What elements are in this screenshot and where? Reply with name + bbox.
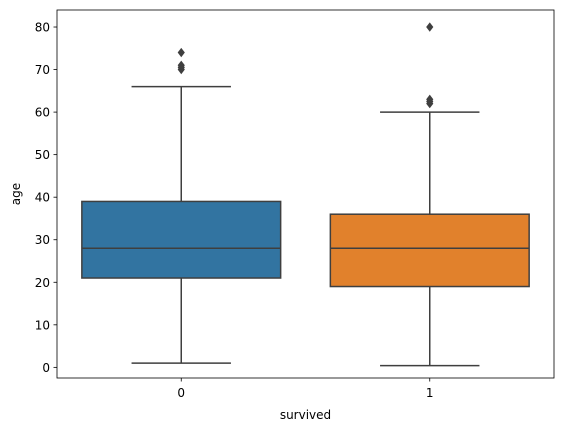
y-tick-label: 80 [35,21,50,35]
outlier-point [426,94,434,105]
outlier-point [426,22,434,32]
x-tick-label: 1 [426,386,434,400]
box-group-0 [81,47,282,364]
plot-area [57,10,554,378]
plot-frame [56,9,555,379]
box-iqr [81,200,282,279]
y-tick-label: 20 [35,276,50,290]
boxes-layer [81,22,530,367]
outlier-point [177,47,185,58]
y-axis-label: age [9,183,23,205]
y-tick-label: 10 [35,318,50,332]
y-axis: 0 10 20 30 40 50 60 70 80 [35,21,57,375]
x-tick-label: 0 [177,386,185,400]
y-tick-label: 50 [35,148,50,162]
y-tick-label: 40 [35,191,50,205]
box-iqr [329,213,530,288]
x-axis-label: survived [280,408,331,422]
box-group-1 [329,22,530,367]
y-tick-label: 60 [35,106,50,120]
y-tick-label: 0 [42,361,50,375]
y-tick-label: 70 [35,63,50,77]
outlier-point [177,60,185,70]
y-tick-label: 30 [35,233,50,247]
